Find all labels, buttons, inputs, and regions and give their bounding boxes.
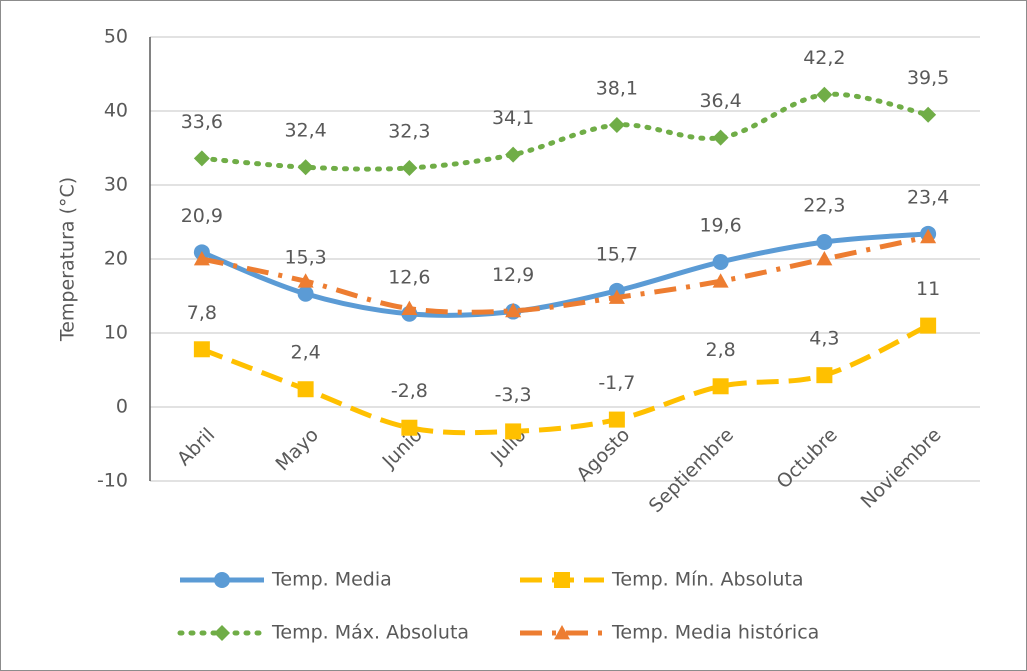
marker [193, 150, 210, 167]
marker [816, 251, 833, 266]
data-label: -3,3 [495, 384, 532, 406]
data-label: 33,6 [181, 111, 223, 133]
marker [712, 129, 729, 146]
marker [401, 419, 418, 436]
marker [920, 317, 937, 334]
series-line [201, 234, 929, 315]
data-label: 34,1 [492, 107, 534, 129]
data-label: 32,3 [388, 120, 430, 142]
y-tick-label: 40 [104, 100, 128, 122]
marker [920, 106, 937, 123]
data-label: 4,3 [809, 328, 839, 350]
data-label: 42,2 [803, 47, 845, 69]
series-line [199, 91, 931, 172]
marker [816, 367, 833, 384]
data-label: 7,8 [187, 302, 217, 324]
legend-marker [214, 572, 230, 588]
y-tick-label: 20 [104, 248, 128, 270]
marker [712, 273, 729, 288]
marker [608, 411, 625, 428]
y-tick-label: 10 [104, 322, 128, 344]
marker [816, 86, 833, 103]
marker [712, 253, 729, 270]
legend-label: Temp. Media [271, 569, 392, 591]
y-tick-label: 0 [116, 396, 128, 418]
y-tick-label: 30 [104, 174, 128, 196]
legend-marker [214, 625, 230, 641]
marker [401, 300, 418, 315]
data-label: 32,4 [284, 120, 326, 142]
marker [193, 341, 210, 358]
data-label: 2,8 [706, 339, 736, 361]
legend-marker [554, 625, 570, 640]
marker [712, 378, 729, 395]
marker [816, 233, 833, 250]
marker [608, 289, 625, 304]
marker [920, 228, 937, 244]
marker [297, 273, 314, 288]
data-label: 15,3 [284, 246, 326, 268]
marker [505, 423, 522, 440]
data-label: 11 [916, 278, 940, 300]
data-label: 15,7 [596, 243, 638, 265]
data-label: -2,8 [391, 380, 428, 402]
marker [401, 159, 418, 176]
data-label: 20,9 [181, 205, 223, 227]
data-label: -1,7 [598, 372, 635, 394]
legend-label: Temp. Media histórica [611, 622, 819, 644]
y-axis-label: Temperatura (°C) [57, 177, 79, 342]
marker [193, 251, 210, 266]
data-label: 12,9 [492, 264, 534, 286]
y-tick-label: -10 [97, 470, 128, 492]
marker [297, 285, 314, 302]
marker [297, 381, 314, 398]
y-tick-label: 50 [104, 26, 128, 48]
legend-label: Temp. Mín. Absoluta [611, 569, 804, 591]
marker [505, 302, 522, 318]
data-label: 2,4 [291, 342, 321, 364]
marker [505, 146, 522, 163]
data-label: 12,6 [388, 266, 430, 288]
legend-marker [554, 572, 570, 588]
data-label: 36,4 [699, 90, 741, 112]
data-label: 19,6 [699, 214, 741, 236]
data-label: 22,3 [803, 194, 845, 216]
marker [297, 159, 314, 176]
legend-label: Temp. Máx. Absoluta [271, 622, 469, 644]
data-label: 39,5 [907, 67, 949, 89]
marker [608, 117, 625, 134]
data-label: 23,4 [907, 186, 949, 208]
data-label: 38,1 [596, 78, 638, 100]
